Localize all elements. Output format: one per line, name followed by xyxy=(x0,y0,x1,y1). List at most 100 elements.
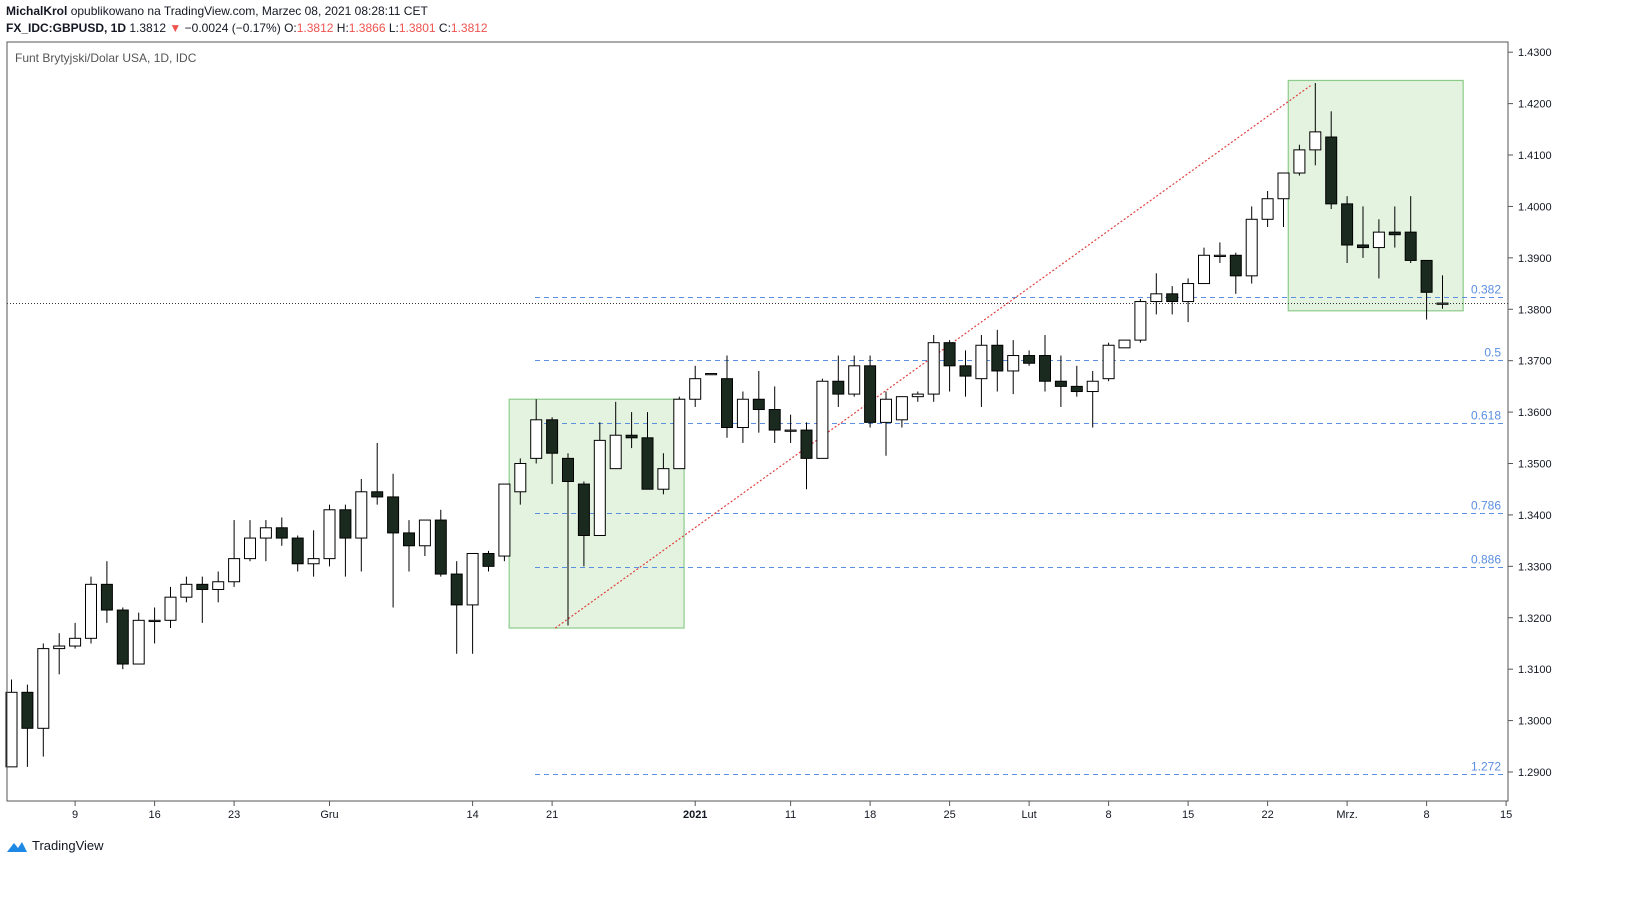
candle xyxy=(1245,206,1258,284)
candle xyxy=(784,414,797,443)
candle-body xyxy=(1277,172,1290,200)
candle-body xyxy=(21,691,34,729)
footer-brand: TradingView xyxy=(32,838,104,853)
y-tick-label: 1.3900 xyxy=(1518,253,1552,265)
candle-body xyxy=(1261,198,1274,220)
candle-body xyxy=(403,532,415,547)
candle xyxy=(736,391,749,443)
candle xyxy=(132,612,145,665)
candle-body xyxy=(132,619,145,665)
highlight-zone xyxy=(1287,79,1464,312)
candle-body xyxy=(275,527,288,539)
candle-body xyxy=(1086,380,1099,393)
candle xyxy=(291,535,304,572)
candle xyxy=(657,453,670,495)
close-value: 1.3812 xyxy=(450,21,488,35)
candle xyxy=(355,478,368,572)
fib-label: 0.5 xyxy=(1484,346,1501,360)
candle-body xyxy=(1245,218,1258,277)
candle xyxy=(1023,350,1036,366)
candle-body xyxy=(721,378,733,429)
x-tick-label: Mrz. xyxy=(1336,809,1357,821)
candle-body xyxy=(1182,283,1195,303)
candle xyxy=(418,519,431,557)
candle-body xyxy=(323,509,336,560)
candle-body xyxy=(482,552,495,567)
y-tick-label: 1.3500 xyxy=(1518,459,1552,471)
candle xyxy=(752,370,765,433)
candle-body xyxy=(1039,355,1051,382)
candle xyxy=(1070,365,1083,397)
candle-body xyxy=(800,429,813,459)
candle xyxy=(5,679,18,768)
candle xyxy=(991,329,1004,392)
chart-title: Funt Brytyjski/Dolar USA, 1D, IDC xyxy=(15,51,197,65)
candle-body xyxy=(530,419,543,459)
plot-border xyxy=(6,41,1509,802)
candle xyxy=(21,684,34,767)
candle xyxy=(244,520,256,562)
candle-body xyxy=(911,393,924,398)
x-tick-label: 25 xyxy=(943,809,955,821)
candle xyxy=(450,561,463,654)
x-tick-label: 8 xyxy=(1424,809,1430,821)
chart-frame xyxy=(6,41,1509,802)
candle xyxy=(625,412,638,449)
candle-body xyxy=(1436,302,1449,305)
candle-body xyxy=(1150,293,1163,303)
x-tick-label: 15 xyxy=(1182,809,1194,821)
candle xyxy=(705,373,718,376)
candle-body xyxy=(991,344,1004,372)
tradingview-logo-icon xyxy=(7,841,27,852)
y-tick-label: 1.3000 xyxy=(1518,716,1552,728)
candle-body xyxy=(100,583,113,611)
candle-body xyxy=(180,583,193,598)
candle xyxy=(927,334,940,402)
candle-body xyxy=(1341,203,1354,246)
candle-body xyxy=(1357,244,1369,249)
candle-body xyxy=(577,483,590,536)
y-tick-label: 1.2900 xyxy=(1518,767,1552,779)
tradingview-logo[interactable]: TradingView xyxy=(6,838,104,853)
candle-body xyxy=(1118,339,1131,349)
candle xyxy=(1309,83,1322,166)
candle xyxy=(1134,298,1147,343)
candle xyxy=(689,365,702,407)
candle-body xyxy=(212,581,225,590)
y-tick-label: 1.3700 xyxy=(1518,356,1552,368)
candle-body xyxy=(1102,344,1115,380)
candle xyxy=(1404,196,1417,263)
candle-body xyxy=(514,463,527,493)
candle xyxy=(37,643,50,757)
candle-body xyxy=(975,344,988,380)
price-axis[interactable]: 1.4300 1.4200 1.4100 1.4000 1.3900 1.3800 1.37… xyxy=(1508,47,1552,779)
candle xyxy=(1293,144,1306,176)
candle xyxy=(895,396,908,428)
candle-body xyxy=(1023,355,1036,364)
author-name[interactable]: MichalKrol xyxy=(6,4,68,18)
candle-body xyxy=(5,691,18,768)
candle-body xyxy=(895,396,908,421)
candle xyxy=(975,334,988,407)
candle xyxy=(1182,278,1195,323)
fib-label: 0.382 xyxy=(1471,283,1501,297)
candle-body xyxy=(705,373,718,376)
candle xyxy=(641,412,654,490)
candle xyxy=(577,481,590,567)
candle xyxy=(562,453,574,626)
low-label: L: xyxy=(388,21,399,35)
y-tick-label: 1.3800 xyxy=(1518,304,1552,316)
candle xyxy=(848,355,861,397)
time-axis[interactable]: 9 16 23 Gru 14 21 2021 11 18 25 Lut 8 15 22 Mrz. 8 15 xyxy=(72,801,1512,821)
candle xyxy=(482,550,495,572)
candle xyxy=(1118,339,1131,349)
x-tick-label: 18 xyxy=(864,809,876,821)
high-value: 1.3866 xyxy=(348,21,386,35)
fib-label: 1.272 xyxy=(1471,760,1501,774)
candle-body xyxy=(1325,136,1338,205)
candle-body xyxy=(1309,131,1322,151)
candle xyxy=(1357,206,1369,258)
candle xyxy=(307,530,320,577)
candle xyxy=(180,576,193,603)
